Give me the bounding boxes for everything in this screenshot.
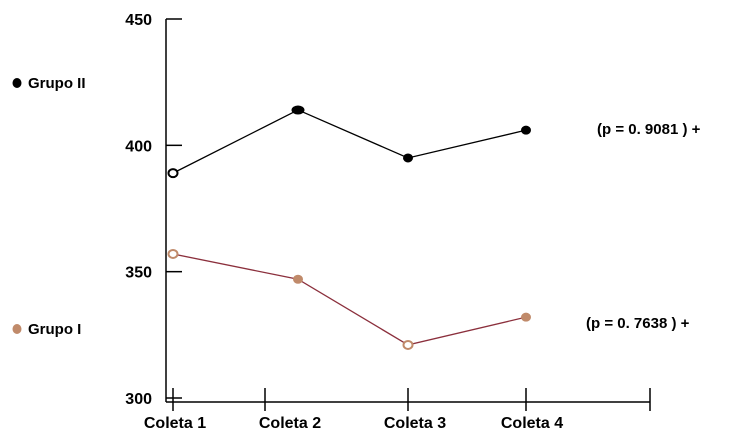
data-point [521,125,531,135]
y-tick-label: 450 [125,12,152,29]
x-tick-label: Coleta 4 [501,415,563,432]
x-tick-label: Coleta 3 [384,415,446,432]
legend-label: Grupo II [28,75,86,92]
series-line-1 [172,109,527,174]
x-tick-label: Coleta 2 [259,415,321,432]
p-value-annotation: (p = 0. 7638 ) + [586,315,690,332]
y-tick-label: 350 [125,265,152,282]
legend: Grupo II Grupo I [12,75,86,338]
data-point [402,339,414,350]
annotations: (p = 0. 9081 ) + (p = 0. 7638 ) + [586,121,701,332]
y-tick-label: 300 [125,391,152,408]
y-tick-label: 400 [125,138,152,155]
data-point [403,153,413,163]
data-point [291,105,305,115]
x-axis-ticks: Coleta 1 Coleta 2 Coleta 3 Coleta 4 [144,388,651,432]
legend-marker [12,78,22,88]
p-value-annotation: (p = 0. 9081 ) + [597,121,701,138]
series-layer [167,105,531,350]
y-axis-ticks: 450 400 350 300 [125,12,182,408]
x-tick-label: Coleta 1 [144,415,206,432]
legend-marker [12,324,22,334]
data-point [293,274,303,284]
data-point [167,248,179,259]
data-point [521,312,531,322]
series-line-2 [172,253,527,346]
legend-label: Grupo I [28,321,81,338]
data-point [167,168,179,179]
